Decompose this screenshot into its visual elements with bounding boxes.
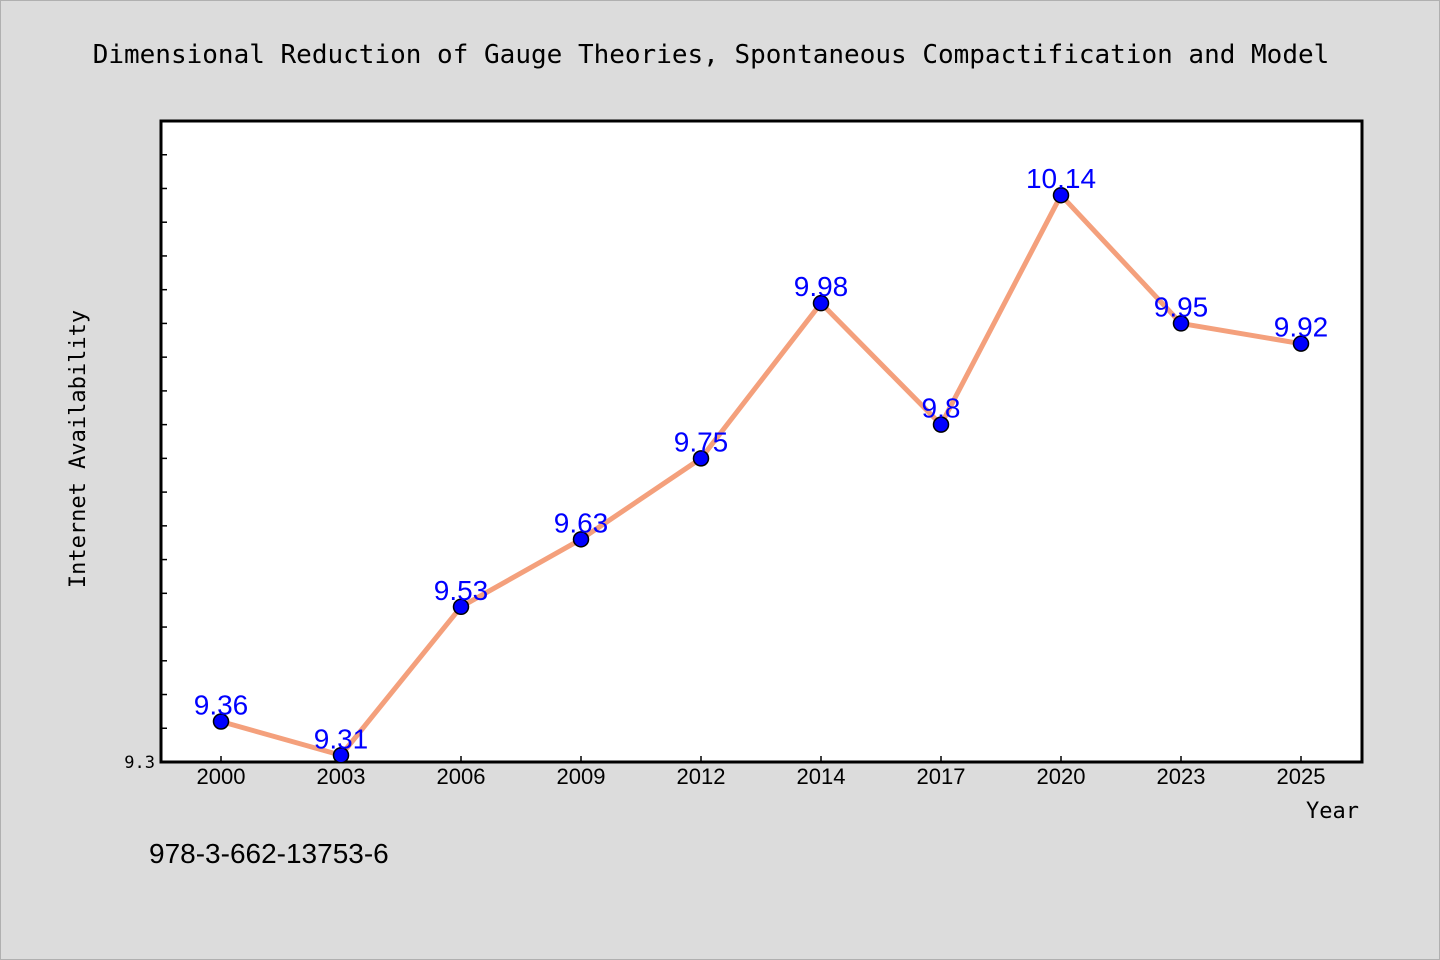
data-point-label: 9.98 [794,271,849,302]
y-tick-labels: 9.3 [124,753,155,773]
data-point-label: 9.53 [434,575,489,606]
data-point-marker [1052,186,1070,204]
y-axis-label: Internet Availability [66,310,91,588]
x-tick-label: 2003 [317,764,366,789]
data-point-marker [332,747,350,764]
data-point-marker [812,294,830,312]
data-point-marker [212,713,230,730]
data-point-marker [452,598,470,616]
x-axis-label: Year [1306,799,1359,824]
data-point-marker [1292,335,1310,352]
x-tick-label: 2020 [1037,764,1086,789]
x-tick-label: 2017 [917,764,966,789]
chart-title: Dimensional Reduction of Gauge Theories,… [93,40,1330,70]
data-point-label: 9.31 [314,723,369,754]
data-point-label: 10.14 [1026,163,1096,194]
y-tick-label: 9.3 [124,753,155,773]
x-tick-label: 2009 [557,764,606,789]
data-point-marker [1172,315,1190,332]
series-markers [212,186,1310,764]
data-point-marker [572,531,590,548]
y-minor-ticks [161,153,167,763]
data-point-marker [692,450,710,467]
data-point-label: 9.36 [194,690,249,721]
data-labels: 9.36 9.31 9.53 9.63 9.75 9.98 9.8 10.14 9.95 9.92 [194,163,1329,754]
series-line [218,192,1304,758]
data-point-label: 9.95 [1154,291,1209,322]
x-tick-label: 2023 [1157,764,1206,789]
x-tick-label: 2014 [797,764,846,789]
x-tick-label: 2025 [1277,764,1326,789]
x-axis-ticks: 2000 2003 2006 2009 2012 2014 2017 2020 2023 2025 [197,756,1326,789]
data-point-label: 9.92 [1274,312,1329,343]
data-point-label: 9.63 [554,507,609,538]
x-tick-label: 2000 [197,764,246,789]
plot-area [159,119,1364,764]
data-point-label: 9.75 [674,426,729,457]
isbn-footer: 978-3-662-13753-6 [149,838,389,869]
data-point-marker [932,416,950,433]
x-tick-label: 2012 [677,764,726,789]
data-point-label: 9.8 [922,393,961,424]
x-tick-label: 2006 [437,764,486,789]
